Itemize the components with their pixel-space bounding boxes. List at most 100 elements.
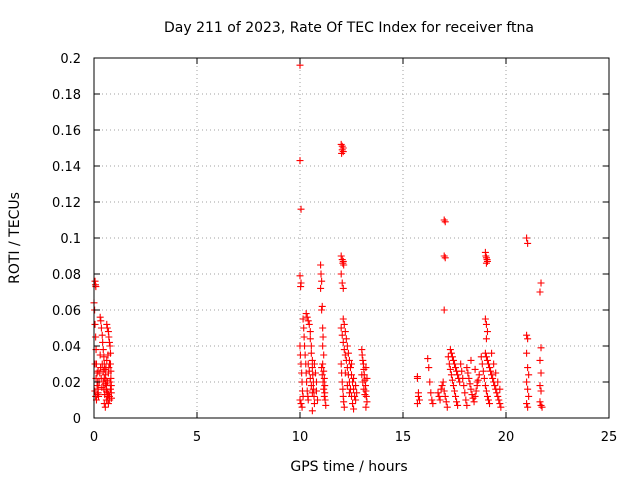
data-point	[491, 382, 499, 390]
x-tick-label: 15	[395, 430, 412, 445]
data-point	[477, 353, 485, 361]
data-point	[338, 378, 346, 386]
data-point	[296, 272, 304, 280]
y-axis-label: ROTI / TECUs	[7, 192, 23, 284]
data-point	[473, 378, 481, 386]
data-point	[320, 351, 328, 359]
data-point	[319, 324, 327, 332]
data-point	[415, 396, 423, 404]
data-point	[481, 315, 489, 323]
data-point	[489, 374, 497, 382]
data-point	[481, 349, 489, 357]
data-point	[494, 378, 502, 386]
data-point	[467, 356, 475, 364]
data-point	[341, 328, 349, 336]
data-point	[454, 401, 462, 409]
data-point	[317, 284, 325, 292]
data-point	[92, 333, 100, 341]
data-point	[348, 360, 355, 368]
data-point	[320, 392, 328, 400]
data-point	[339, 259, 347, 267]
data-point	[105, 338, 113, 346]
data-point	[442, 398, 450, 406]
data-point	[304, 360, 312, 368]
data-point	[296, 396, 304, 404]
data-point	[352, 396, 360, 404]
data-point	[99, 367, 107, 375]
data-point	[99, 378, 107, 386]
data-point	[93, 382, 101, 390]
data-point	[297, 283, 305, 291]
data-point	[103, 356, 111, 364]
data-point	[340, 320, 348, 328]
data-point	[537, 369, 545, 377]
data-point	[338, 149, 346, 157]
x-tick-label: 0	[90, 430, 98, 445]
data-point	[93, 391, 101, 399]
data-point	[482, 335, 490, 343]
data-point	[101, 403, 109, 411]
data-point	[311, 369, 319, 377]
data-point	[92, 283, 100, 291]
data-point	[318, 371, 326, 379]
data-point	[96, 313, 104, 321]
data-point	[100, 353, 108, 361]
data-point	[475, 371, 483, 379]
data-point	[490, 360, 498, 368]
data-point	[98, 331, 106, 339]
data-point	[451, 387, 458, 395]
data-point	[536, 398, 544, 406]
data-point	[302, 310, 310, 318]
data-point	[484, 396, 492, 404]
data-point	[537, 401, 545, 409]
data-point	[358, 371, 366, 379]
data-point	[306, 335, 314, 343]
data-point	[337, 270, 345, 278]
data-point	[301, 342, 309, 350]
data-point	[462, 396, 470, 404]
data-point	[449, 356, 457, 364]
data-point	[524, 385, 532, 393]
data-point	[321, 382, 329, 390]
data-point	[304, 317, 312, 325]
data-point	[492, 369, 500, 377]
data-point	[459, 374, 467, 382]
data-point	[305, 367, 313, 375]
data-point	[457, 360, 465, 368]
data-point	[97, 317, 105, 325]
data-point	[339, 315, 347, 323]
data-point	[487, 367, 495, 375]
x-tick-label: 25	[601, 430, 618, 445]
data-point	[340, 398, 348, 406]
data-point	[474, 376, 482, 384]
x-tick-label: 20	[498, 430, 515, 445]
data-points	[90, 61, 546, 415]
data-point	[483, 257, 491, 265]
data-point	[338, 256, 346, 264]
data-point	[483, 328, 491, 336]
data-point	[460, 382, 468, 390]
data-point	[303, 387, 311, 395]
data-point	[308, 364, 316, 372]
data-point	[318, 364, 326, 372]
data-point	[523, 349, 531, 357]
data-point	[106, 378, 114, 386]
data-point	[483, 356, 491, 364]
data-point	[496, 400, 504, 408]
y-tick-label: 0.2	[60, 52, 81, 67]
data-point	[345, 389, 353, 397]
data-point	[350, 405, 358, 413]
data-point	[106, 385, 114, 393]
data-point	[493, 389, 501, 397]
data-point	[454, 371, 462, 379]
data-point	[106, 342, 114, 350]
data-point	[486, 364, 494, 372]
data-point	[435, 392, 443, 400]
data-point	[466, 380, 474, 388]
data-point	[297, 400, 305, 408]
data-point	[426, 378, 434, 386]
data-point	[342, 335, 350, 343]
data-point	[537, 387, 545, 395]
data-point	[472, 387, 480, 395]
